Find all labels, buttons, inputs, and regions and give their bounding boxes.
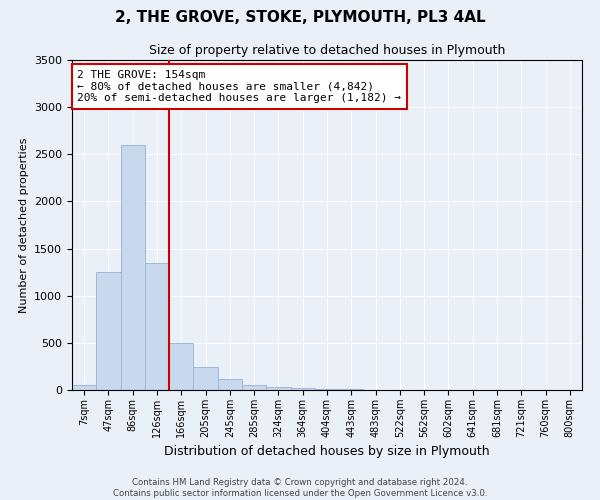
Bar xyxy=(72,386,96,390)
Text: 2 THE GROVE: 154sqm
← 80% of detached houses are smaller (4,842)
20% of semi-det: 2 THE GROVE: 154sqm ← 80% of detached ho… xyxy=(77,70,401,103)
Bar xyxy=(315,388,339,390)
Bar xyxy=(242,385,266,390)
Bar xyxy=(193,368,218,390)
X-axis label: Distribution of detached houses by size in Plymouth: Distribution of detached houses by size … xyxy=(164,446,490,458)
Bar xyxy=(266,387,290,390)
Bar xyxy=(145,262,169,390)
Bar xyxy=(96,272,121,390)
Bar xyxy=(169,343,193,390)
Text: Contains HM Land Registry data © Crown copyright and database right 2024.
Contai: Contains HM Land Registry data © Crown c… xyxy=(113,478,487,498)
Bar xyxy=(218,378,242,390)
Y-axis label: Number of detached properties: Number of detached properties xyxy=(19,138,29,312)
Title: Size of property relative to detached houses in Plymouth: Size of property relative to detached ho… xyxy=(149,44,505,58)
Bar xyxy=(339,389,364,390)
Bar xyxy=(290,388,315,390)
Text: 2, THE GROVE, STOKE, PLYMOUTH, PL3 4AL: 2, THE GROVE, STOKE, PLYMOUTH, PL3 4AL xyxy=(115,10,485,25)
Bar xyxy=(121,145,145,390)
